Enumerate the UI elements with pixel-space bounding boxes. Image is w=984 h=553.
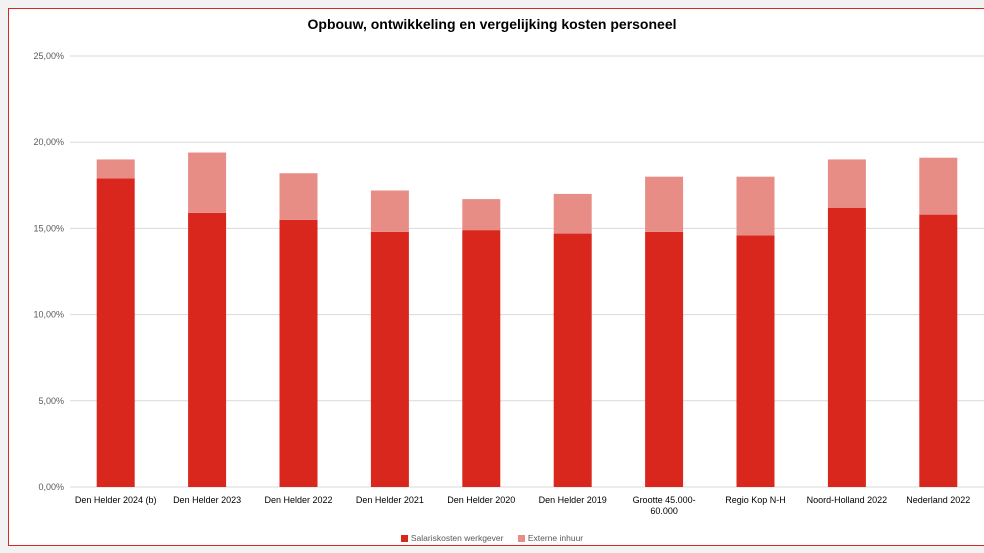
bar-extern <box>827 159 866 208</box>
legend-swatch-extern <box>517 534 525 542</box>
legend-label-extern: Externe inhuur <box>527 533 584 543</box>
bar-salaris <box>279 219 318 487</box>
x-tick-label: Den Helder 2023 <box>173 495 241 505</box>
bar-salaris <box>645 231 684 487</box>
x-tick-label: Nederland 2022 <box>906 495 970 505</box>
bar-extern <box>279 173 318 220</box>
bar-salaris <box>96 178 135 488</box>
y-tick-label: 5,00% <box>38 396 64 406</box>
legend: Salariskosten werkgever Externe inhuur <box>0 533 984 544</box>
chart-title: Opbouw, ontwikkeling en vergelijking kos… <box>307 16 677 32</box>
x-tick-label: Den Helder 2022 <box>264 495 332 505</box>
bar-extern <box>370 190 409 232</box>
legend-item-salaris: Salariskosten werkgever <box>400 533 504 543</box>
bar-extern <box>462 199 501 231</box>
bar-salaris <box>919 214 958 487</box>
bar-salaris <box>827 207 866 487</box>
legend-item-extern: Externe inhuur <box>517 533 584 543</box>
bar-salaris <box>736 235 775 487</box>
bar-salaris <box>370 231 409 487</box>
x-tick-label: Den Helder 2019 <box>539 495 607 505</box>
legend-label-salaris: Salariskosten werkgever <box>410 533 504 543</box>
x-tick-label: Den Helder 2024 (b) <box>75 495 157 505</box>
bar-extern <box>188 152 227 213</box>
x-tick-label: Regio Kop N-H <box>725 495 786 505</box>
y-tick-label: 25,00% <box>33 51 64 61</box>
bar-extern <box>96 159 135 179</box>
legend-swatch-salaris <box>400 534 408 542</box>
bar-extern <box>553 193 592 234</box>
bar-salaris <box>188 212 227 487</box>
bar-extern <box>736 176 775 236</box>
y-tick-label: 10,00% <box>33 310 64 320</box>
y-tick-label: 0,00% <box>38 482 64 492</box>
bar-extern <box>919 157 958 215</box>
x-tick-label: Grootte 45.000- <box>633 495 696 505</box>
bar-salaris <box>553 233 592 487</box>
y-tick-label: 15,00% <box>33 223 64 233</box>
bar-salaris <box>462 230 501 487</box>
y-tick-label: 20,00% <box>33 137 64 147</box>
x-tick-label: Den Helder 2021 <box>356 495 424 505</box>
x-tick-label: 60.000 <box>650 506 678 516</box>
bar-extern <box>645 176 684 232</box>
x-tick-label: Noord-Holland 2022 <box>807 495 888 505</box>
x-tick-label: Den Helder 2020 <box>447 495 515 505</box>
